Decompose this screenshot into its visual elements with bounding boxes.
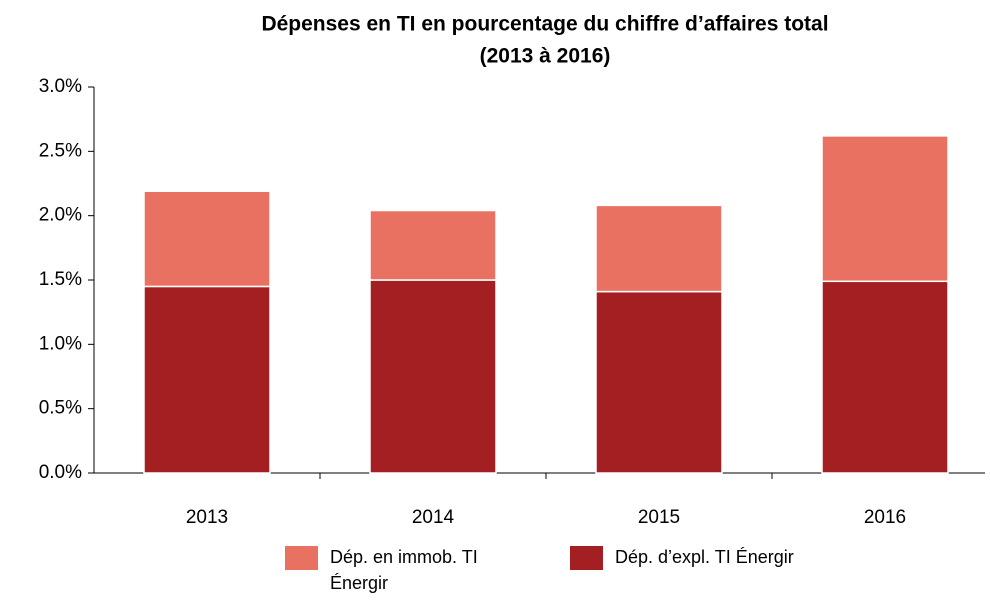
bar-segment <box>595 290 723 474</box>
legend-item: Dép. en immob. TI Énergir <box>285 544 540 596</box>
chart-title: Dépenses en TI en pourcentage du chiffre… <box>261 13 828 36</box>
y-tick-label: 2.5% <box>39 140 82 161</box>
x-tick-label: 2016 <box>864 507 906 528</box>
x-tick-label: 2014 <box>412 507 455 528</box>
legend-label: Dép. d’expl. TI Énergir <box>615 547 794 567</box>
bar-segment <box>369 279 497 474</box>
y-tick-label: 0.0% <box>39 462 82 483</box>
bar-segment <box>821 135 949 283</box>
bar-segment <box>143 190 271 288</box>
chart-subtitle: (2013 à 2016) <box>480 45 611 68</box>
x-tick-label: 2015 <box>638 507 680 528</box>
y-tick-label: 1.0% <box>39 333 82 354</box>
y-tick-label: 3.0% <box>39 76 82 97</box>
legend-label: Dép. en immob. TI Énergir <box>330 547 478 593</box>
bar-segment <box>369 209 497 281</box>
legend-swatch <box>570 546 603 570</box>
y-tick-label: 1.5% <box>39 269 82 290</box>
legend-swatch <box>285 546 318 570</box>
legend-item: Dép. d’expl. TI Énergir <box>570 544 825 596</box>
legend: Dép. en immob. TI Énergir Dép. d’expl. TI… <box>285 544 825 596</box>
bar-segment <box>595 204 723 293</box>
y-tick-label: 0.5% <box>39 398 82 419</box>
bar-segment <box>143 285 271 474</box>
bar-segment <box>821 280 949 474</box>
x-tick-label: 2013 <box>186 507 228 528</box>
y-tick-label: 2.0% <box>39 205 82 226</box>
